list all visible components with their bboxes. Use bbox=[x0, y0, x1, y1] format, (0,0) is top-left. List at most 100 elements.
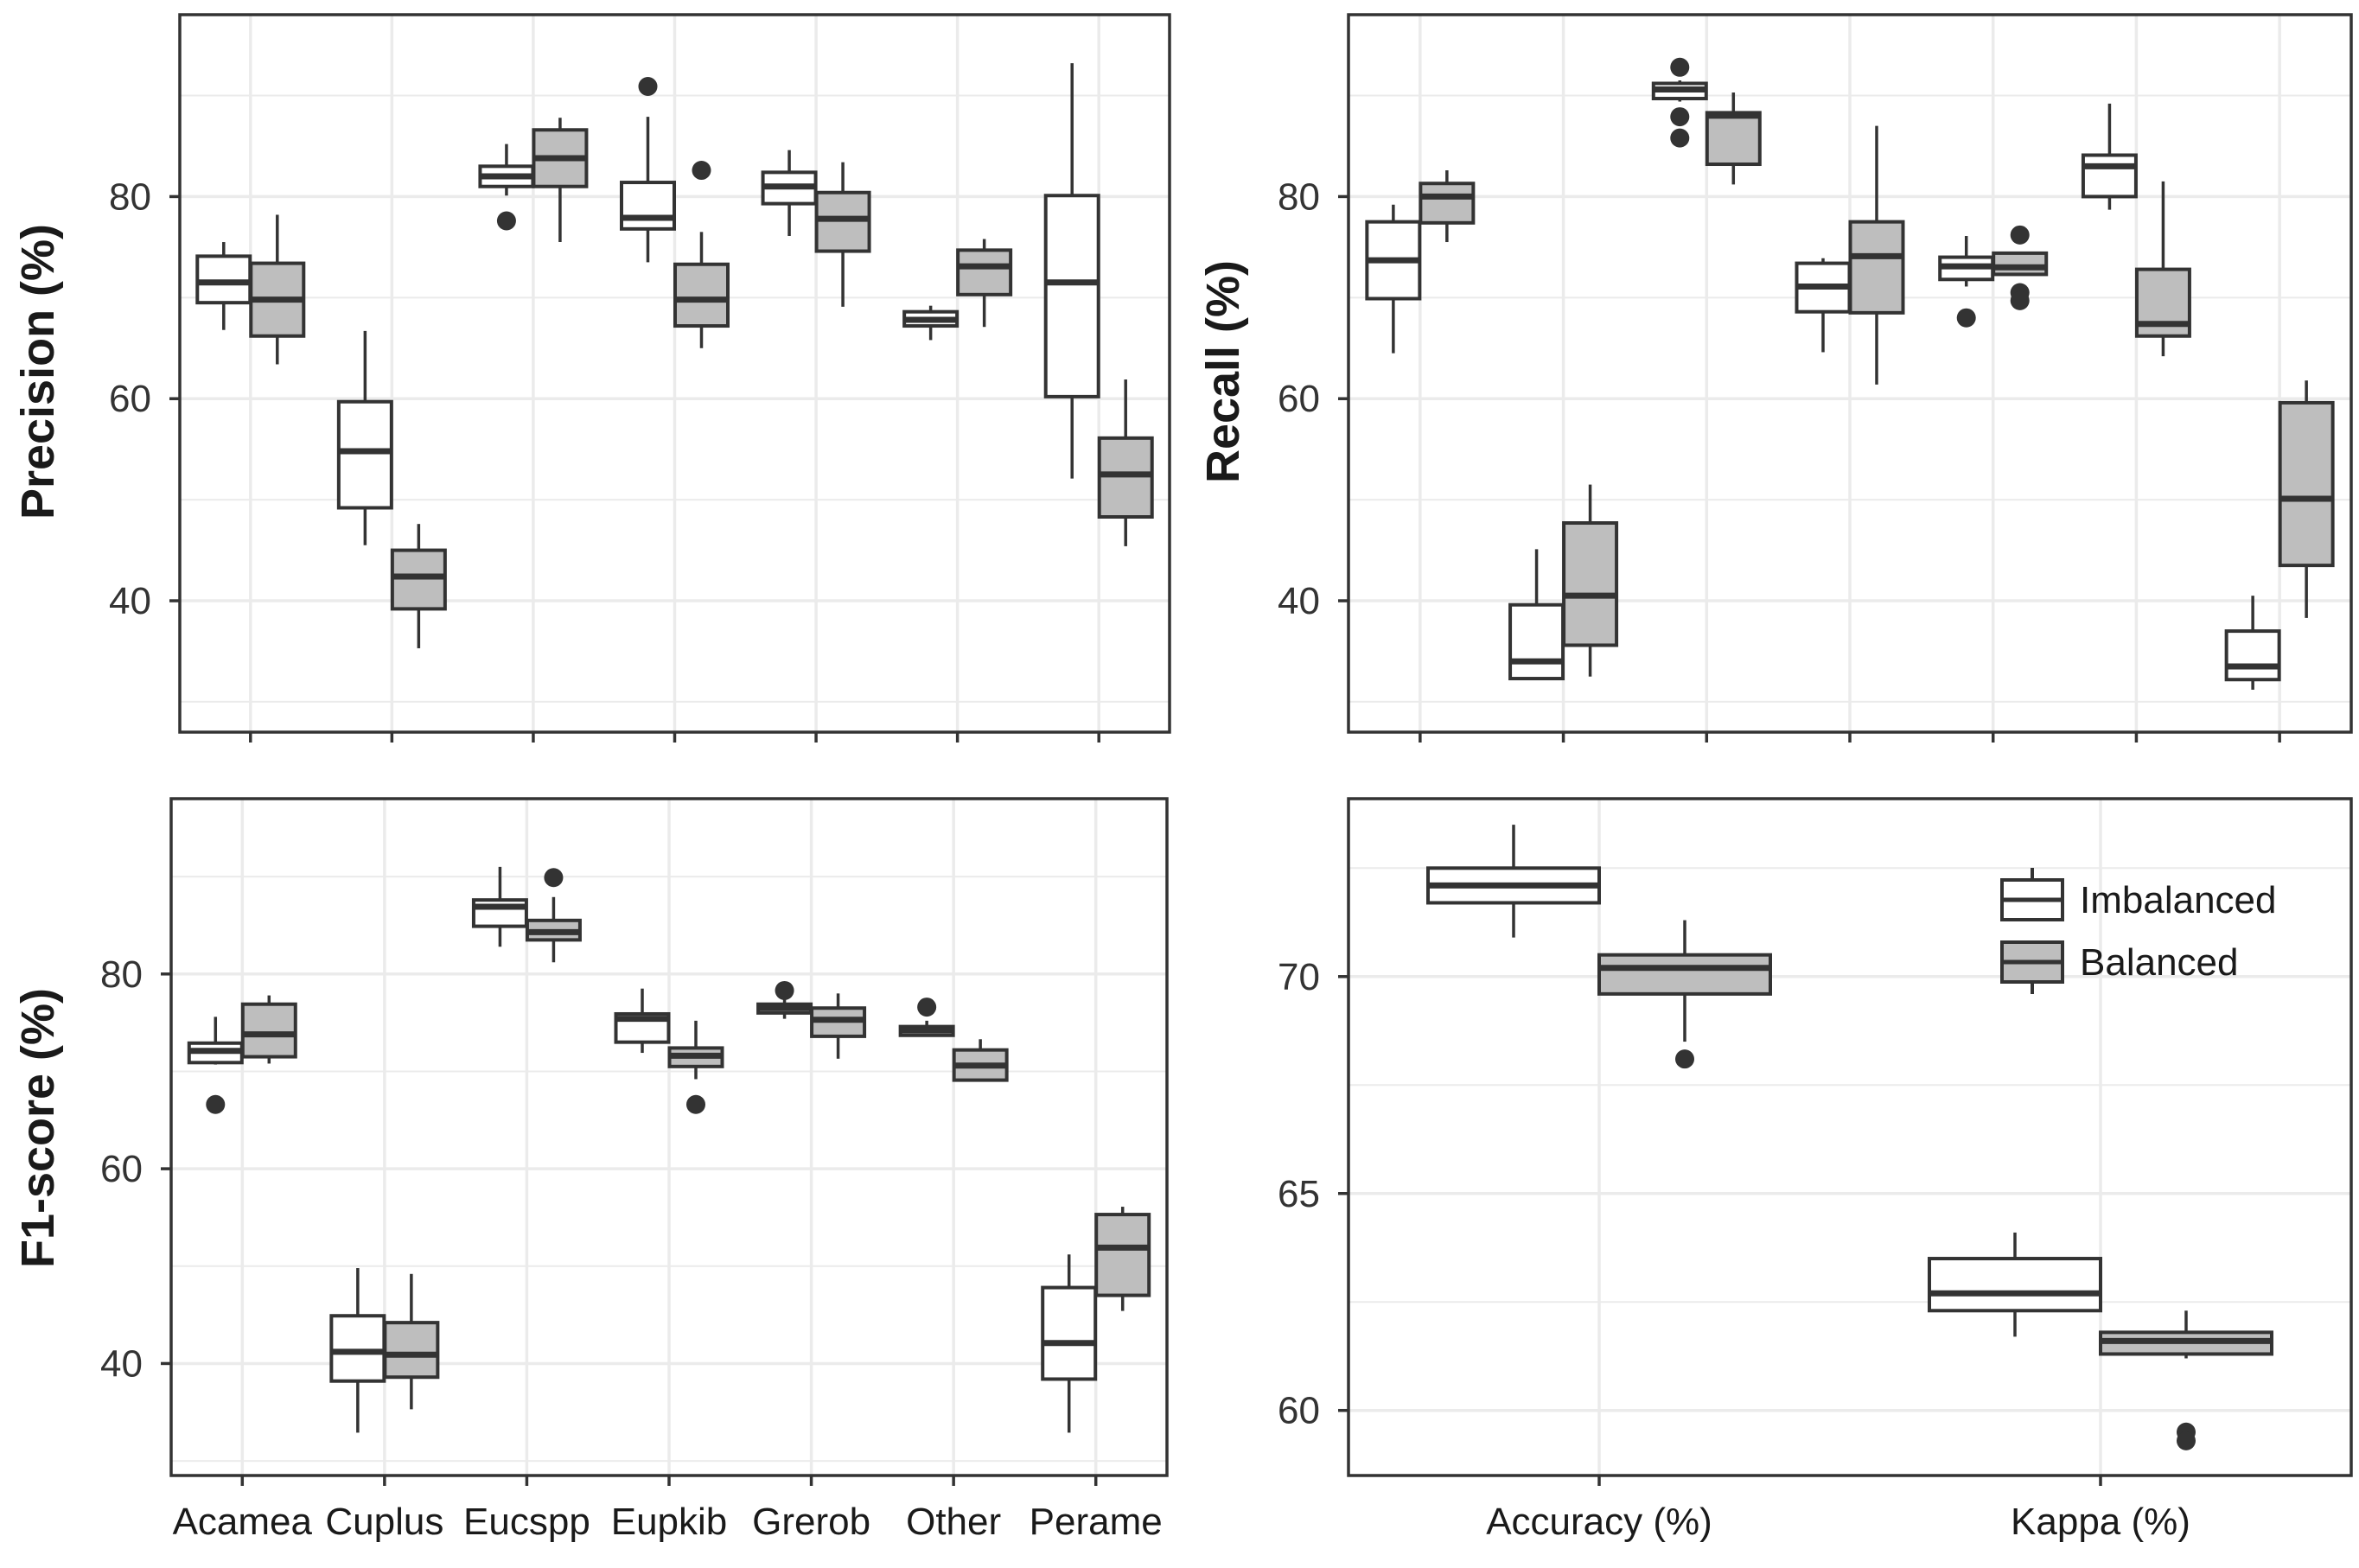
overall-imbalanced-box bbox=[1426, 825, 1601, 938]
precision-imbalanced-box bbox=[195, 242, 252, 330]
outlier-point bbox=[775, 980, 794, 1000]
f1-x-tick-label: Cuplus bbox=[325, 1501, 443, 1543]
precision-y-tick-label: 60 bbox=[109, 378, 151, 420]
interquartile-box bbox=[390, 548, 447, 611]
overall-imbalanced-box bbox=[1928, 1232, 2102, 1337]
outlier-point bbox=[692, 161, 711, 181]
recall-balanced-box bbox=[1562, 484, 1619, 677]
interquartile-box bbox=[620, 181, 676, 231]
interquartile-box bbox=[1848, 220, 1905, 315]
overall-balanced-box bbox=[2099, 1310, 2273, 1450]
interquartile-box bbox=[2278, 400, 2335, 568]
precision-panel-border bbox=[178, 13, 1171, 734]
precision-balanced-box bbox=[814, 162, 871, 307]
interquartile-box bbox=[195, 254, 252, 305]
outlier-point bbox=[1670, 107, 1690, 127]
outlier-point bbox=[1956, 308, 1976, 328]
f1-x-tick-label: Acamea bbox=[173, 1501, 313, 1543]
f1-x-tick-label: Other bbox=[906, 1501, 1001, 1543]
f1-balanced-box bbox=[810, 993, 867, 1059]
interquartile-box bbox=[1094, 1213, 1151, 1297]
interquartile-box bbox=[1992, 251, 2049, 277]
outlier-point bbox=[638, 77, 658, 96]
outlier-point bbox=[1670, 128, 1690, 148]
interquartile-box bbox=[1043, 194, 1100, 398]
f1-y-tick-label: 40 bbox=[100, 1342, 143, 1385]
f1-imbalanced-box bbox=[898, 998, 955, 1037]
interquartile-box bbox=[1705, 111, 1762, 167]
interquartile-box bbox=[336, 399, 393, 510]
interquartile-box bbox=[1597, 953, 1772, 996]
recall-balanced-box bbox=[1992, 225, 2049, 310]
precision-plot-area: 40 60 80 bbox=[109, 13, 1171, 743]
precision-y-axis-title: Precision (%) bbox=[12, 224, 64, 519]
interquartile-box bbox=[2081, 153, 2138, 199]
precision-balanced-box bbox=[956, 239, 1013, 328]
precision-imbalanced-box bbox=[1043, 63, 1100, 479]
precision-balanced-box bbox=[390, 524, 447, 648]
recall-y-axis-title: Recall (%) bbox=[1197, 260, 1249, 483]
precision-imbalanced-box bbox=[336, 330, 393, 545]
f1-imbalanced-box bbox=[329, 1268, 386, 1433]
precision-balanced-box bbox=[249, 214, 306, 365]
f1-balanced-box bbox=[667, 1020, 724, 1114]
precision-panel: 40 60 80 Precision (%) bbox=[12, 13, 1171, 743]
precision-imbalanced-box bbox=[478, 143, 535, 231]
recall-balanced-box bbox=[1705, 92, 1762, 185]
outlier-point bbox=[496, 211, 516, 231]
interquartile-box bbox=[329, 1314, 386, 1383]
precision-balanced-box bbox=[532, 118, 589, 243]
recall-imbalanced-box bbox=[1651, 57, 1708, 148]
outlier-point bbox=[2177, 1431, 2196, 1450]
f1-plot-area: 40 60 80 Acamea Cuplus Eucspp Eupkib Grerob Othe… bbox=[100, 797, 1169, 1543]
recall-imbalanced-box bbox=[1938, 236, 1995, 328]
accuracy-kappa-panel: 60 65 70 Accuracy (%) Kappa (%) Imbalanced B… bbox=[1278, 797, 2353, 1543]
f1-balanced-box bbox=[240, 995, 297, 1064]
legend: Imbalanced Balanced bbox=[2000, 868, 2276, 994]
interquartile-box bbox=[1508, 602, 1565, 681]
precision-imbalanced-box bbox=[902, 305, 960, 341]
overall-plot-area: 60 65 70 Accuracy (%) Kappa (%) bbox=[1278, 797, 2353, 1543]
outlier-point bbox=[917, 998, 937, 1017]
f1-balanced-box bbox=[952, 1039, 1009, 1082]
recall-imbalanced-box bbox=[1365, 204, 1422, 354]
f1-balanced-box bbox=[383, 1273, 440, 1410]
interquartile-box bbox=[1041, 1285, 1098, 1381]
outlier-point bbox=[1670, 57, 1690, 77]
interquartile-box bbox=[814, 190, 871, 253]
f1-y-tick-label: 80 bbox=[100, 953, 143, 996]
outlier-point bbox=[206, 1094, 226, 1114]
f1-balanced-box bbox=[525, 868, 582, 963]
f1-x-tick-label: Grerob bbox=[752, 1501, 870, 1543]
recall-panel: 40 60 80 Recall (%) bbox=[1197, 13, 2353, 743]
interquartile-box bbox=[383, 1321, 440, 1380]
outlier-point bbox=[2010, 290, 2030, 310]
recall-balanced-box bbox=[2134, 181, 2191, 357]
recall-imbalanced-box bbox=[2081, 103, 2138, 210]
recall-plot-area: 40 60 80 bbox=[1278, 13, 2353, 743]
f1-panel-border bbox=[169, 797, 1169, 1477]
f1-imbalanced-box bbox=[614, 988, 671, 1054]
legend-imbalanced-label: Imbalanced bbox=[2080, 879, 2276, 921]
precision-y-tick-label: 80 bbox=[109, 175, 151, 218]
interquartile-box bbox=[1928, 1257, 2102, 1313]
f1-balanced-box bbox=[1094, 1207, 1151, 1311]
recall-y-tick-label: 80 bbox=[1278, 175, 1320, 218]
recall-panel-border bbox=[1347, 13, 2353, 734]
f1-x-tick-label: Eucspp bbox=[463, 1501, 590, 1543]
f1-imbalanced-box bbox=[1041, 1254, 1098, 1433]
precision-imbalanced-box bbox=[761, 150, 818, 237]
recall-y-tick-label: 40 bbox=[1278, 580, 1320, 622]
overall-panel-border bbox=[1347, 797, 2353, 1477]
recall-balanced-box bbox=[1419, 170, 1476, 243]
outlier-point bbox=[2010, 225, 2030, 245]
interquartile-box bbox=[2224, 629, 2281, 682]
interquartile-box bbox=[1419, 182, 1476, 225]
f1-x-tick-label: Perame bbox=[1030, 1501, 1163, 1543]
overall-y-tick-label: 70 bbox=[1278, 956, 1320, 998]
f1-x-tick-label: Eupkib bbox=[611, 1501, 728, 1543]
legend-balanced-label: Balanced bbox=[2080, 941, 2238, 984]
overall-balanced-box bbox=[1597, 920, 1772, 1069]
outlier-point bbox=[686, 1094, 705, 1114]
